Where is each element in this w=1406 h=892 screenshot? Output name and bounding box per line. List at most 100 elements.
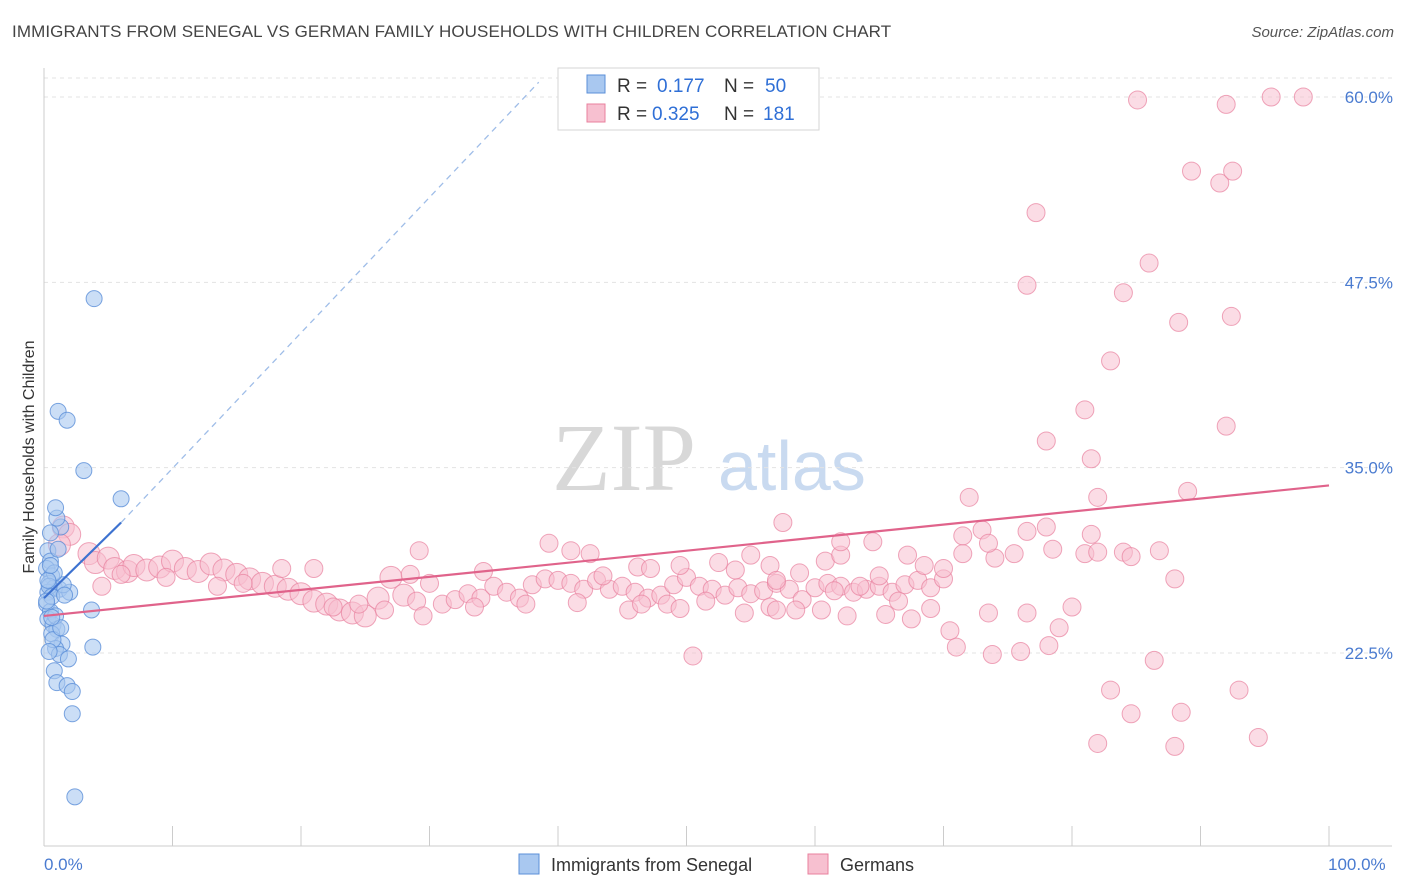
point-germans [375, 600, 395, 620]
legend-r-label-germans: R = [617, 104, 647, 125]
legend-swatch-senegal [586, 74, 606, 94]
point-senegal [49, 540, 67, 558]
point-germans [734, 603, 754, 623]
point-senegal [40, 643, 58, 661]
point-germans [811, 600, 831, 620]
point-germans [323, 597, 343, 617]
point-germans [207, 576, 227, 596]
watermark: ZIP atlas [552, 404, 866, 511]
point-germans [1081, 524, 1101, 544]
point-germans [1088, 733, 1108, 753]
chart-title: IMMIGRANTS FROM SENEGAL VS GERMAN FAMILY… [12, 22, 892, 41]
point-germans [709, 553, 729, 573]
point-germans [940, 621, 960, 641]
point-germans [850, 576, 870, 596]
point-germans [1128, 90, 1148, 110]
point-senegal [38, 592, 56, 610]
point-germans [92, 576, 112, 596]
point-germans [953, 544, 973, 564]
point-germans [349, 594, 369, 614]
x-tick-label-min: 0.0% [44, 855, 83, 874]
point-germans [790, 563, 810, 583]
point-germans [824, 581, 844, 601]
point-senegal [112, 490, 130, 508]
point-germans [413, 606, 433, 626]
point-germans [773, 513, 793, 533]
point-germans [1149, 541, 1169, 561]
point-germans [567, 593, 587, 613]
point-germans [914, 556, 934, 576]
point-senegal [63, 683, 81, 701]
point-germans [1011, 642, 1031, 662]
trend-line-germans [43, 484, 1330, 618]
point-senegal [43, 608, 61, 626]
point-germans [1036, 517, 1056, 537]
point-germans [1139, 253, 1159, 273]
legend-n-label-senegal: N = [724, 76, 754, 97]
y-tick-label: 47.5% [1345, 273, 1393, 292]
point-germans [863, 532, 883, 552]
point-germans [670, 556, 690, 576]
axes [43, 68, 1392, 847]
point-germans [959, 487, 979, 507]
point-germans [1113, 283, 1133, 303]
point-germans [1043, 539, 1063, 559]
point-germans [1178, 481, 1198, 501]
point-germans [1062, 597, 1082, 617]
point-germans [111, 564, 131, 584]
trend-line-senegal-extension [120, 81, 540, 523]
point-germans [1101, 351, 1121, 371]
point-germans [1210, 173, 1230, 193]
point-germans [1261, 87, 1281, 107]
point-germans [1216, 416, 1236, 436]
point-germans [1293, 87, 1313, 107]
point-germans [1165, 569, 1185, 589]
point-germans [898, 545, 918, 565]
point-germans [1248, 728, 1268, 748]
y-tick-label: 22.5% [1345, 644, 1393, 663]
point-germans [934, 558, 953, 578]
point-germans [1221, 306, 1241, 326]
point-germans [1088, 542, 1108, 562]
point-germans [876, 604, 896, 624]
point-germans [921, 599, 941, 619]
point-germans [1121, 547, 1141, 567]
point-senegal [59, 650, 77, 668]
point-germans [409, 541, 429, 561]
point-germans [901, 609, 921, 629]
bottom-legend-swatch-germans [807, 853, 829, 875]
point-germans [978, 603, 998, 623]
point-germans [982, 644, 1002, 664]
point-germans [696, 591, 716, 611]
point-senegal [39, 571, 57, 589]
point-germans [1216, 94, 1236, 114]
point-germans [766, 600, 786, 620]
y-tick-label: 60.0% [1345, 88, 1393, 107]
point-germans [953, 526, 973, 546]
point-germans [1169, 312, 1189, 332]
point-germans [831, 532, 851, 552]
point-senegal [66, 788, 84, 806]
point-germans [1075, 400, 1095, 420]
point-germans [683, 646, 703, 666]
trend-line-senegal [43, 521, 122, 599]
legend-n-label-germans: N = [724, 104, 754, 125]
point-germans [837, 606, 857, 626]
legend: R = 0.177 N = 50 R = 0.325 N = 181 [557, 67, 820, 131]
point-germans [869, 566, 889, 586]
watermark-zip: ZIP [552, 404, 696, 511]
point-germans [741, 545, 761, 565]
watermark-atlas: atlas [718, 427, 866, 505]
legend-r-value-germans: 0.325 [652, 104, 700, 125]
point-germans [539, 533, 559, 553]
point-senegal [58, 411, 76, 429]
legend-swatch-germans [586, 103, 606, 123]
point-senegal [84, 638, 102, 656]
point-germans [464, 597, 484, 617]
point-germans [670, 599, 690, 619]
point-germans [1144, 650, 1164, 670]
point-senegal [47, 499, 65, 517]
point-germans [1229, 680, 1249, 700]
point-germans [1004, 544, 1024, 564]
